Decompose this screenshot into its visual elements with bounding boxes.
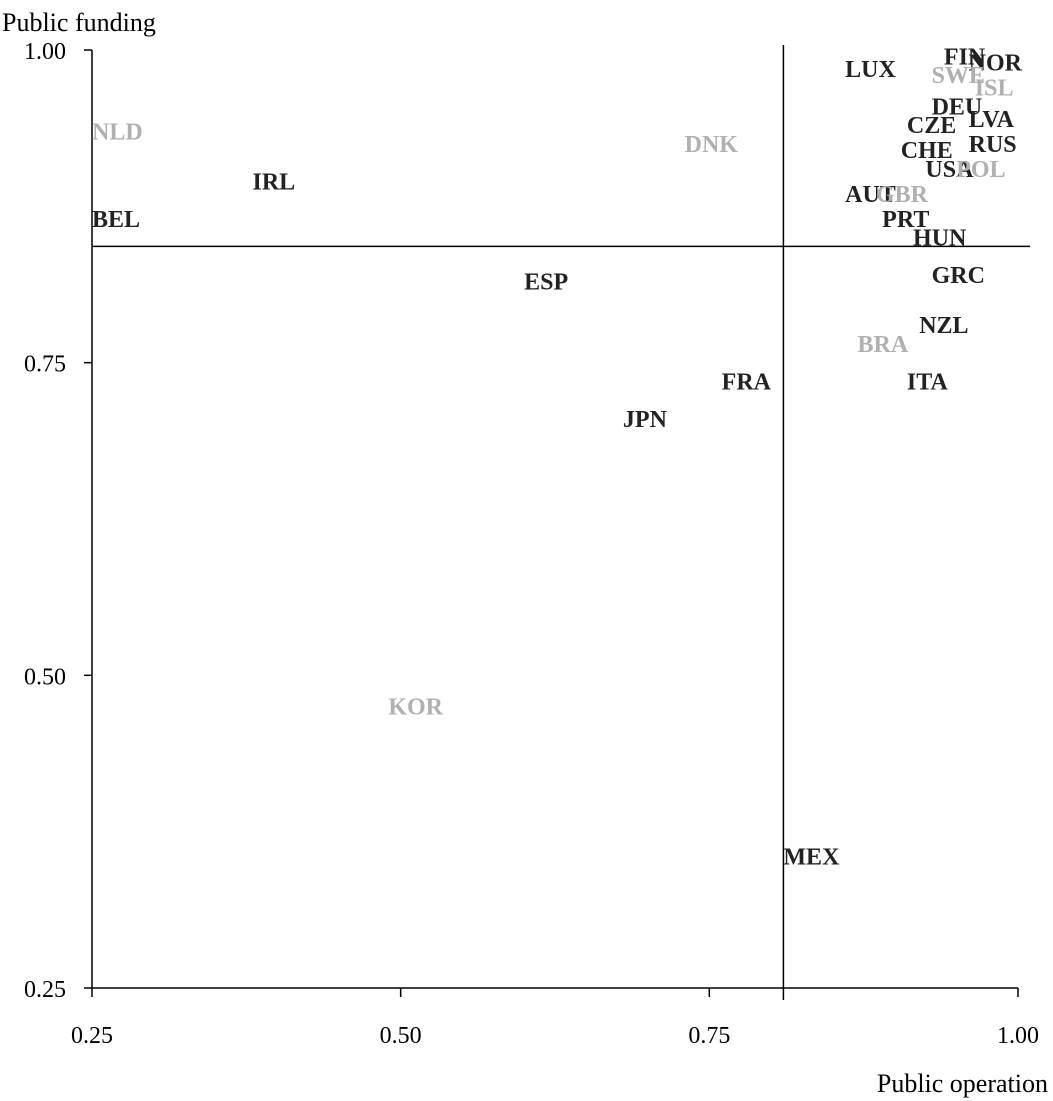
axis-ticks: 0.25 0.50 0.75 1.00 0.25 0.50 0.75 1.00 — [24, 39, 1039, 1049]
point-label-bra: BRA — [857, 332, 908, 358]
x-tick-label: 0.75 — [688, 1023, 730, 1049]
point-label-usa: USA — [925, 157, 974, 183]
y-tick-label: 0.75 — [24, 352, 66, 378]
point-label-bel: BEL — [92, 207, 140, 233]
point-label-cze: CZE — [907, 113, 956, 139]
x-tick-label: 0.25 — [71, 1023, 113, 1049]
point-label-rus: RUS — [969, 132, 1017, 158]
point-label-esp: ESP — [524, 269, 568, 295]
point-label-kor: KOR — [388, 695, 443, 721]
y-axis-title: Public funding — [2, 8, 156, 37]
reference-lines — [92, 45, 1030, 1000]
y-tick-label: 0.25 — [24, 977, 66, 1003]
point-label-irl: IRL — [253, 169, 296, 195]
point-label-che: CHE — [901, 138, 953, 164]
point-label-grc: GRC — [932, 263, 985, 289]
point-label-swe: SWE — [932, 63, 985, 89]
x-axis-title: Public operation — [877, 1069, 1048, 1098]
point-label-mex: MEX — [783, 845, 840, 871]
point-label-deu: DEU — [932, 94, 983, 120]
point-label-lva: LVA — [969, 107, 1015, 133]
point-label-aut: AUT — [845, 182, 896, 208]
point-label-isl: ISL — [975, 76, 1014, 102]
x-tick-label: 1.00 — [997, 1023, 1039, 1049]
point-label-prt: PRT — [882, 207, 929, 233]
y-tick-label: 0.50 — [24, 664, 66, 690]
point-label-nzl: NZL — [919, 313, 968, 339]
point-label-jpn: JPN — [623, 407, 668, 433]
point-label-pol: POL — [956, 157, 1005, 183]
point-label-nor: NOR — [969, 51, 1023, 77]
point-label-dnk: DNK — [685, 132, 739, 158]
point-label-lux: LUX — [845, 57, 896, 83]
point-label-hun: HUN — [913, 226, 967, 252]
y-tick-label: 1.00 — [24, 39, 66, 65]
point-label-fin: FIN — [944, 44, 986, 70]
point-label-nld: NLD — [92, 119, 143, 145]
point-label-gbr: GBR — [876, 182, 929, 208]
point-label-ita: ITA — [907, 369, 949, 395]
point-label-fra: FRA — [722, 369, 772, 395]
x-tick-label: 0.50 — [380, 1023, 422, 1049]
